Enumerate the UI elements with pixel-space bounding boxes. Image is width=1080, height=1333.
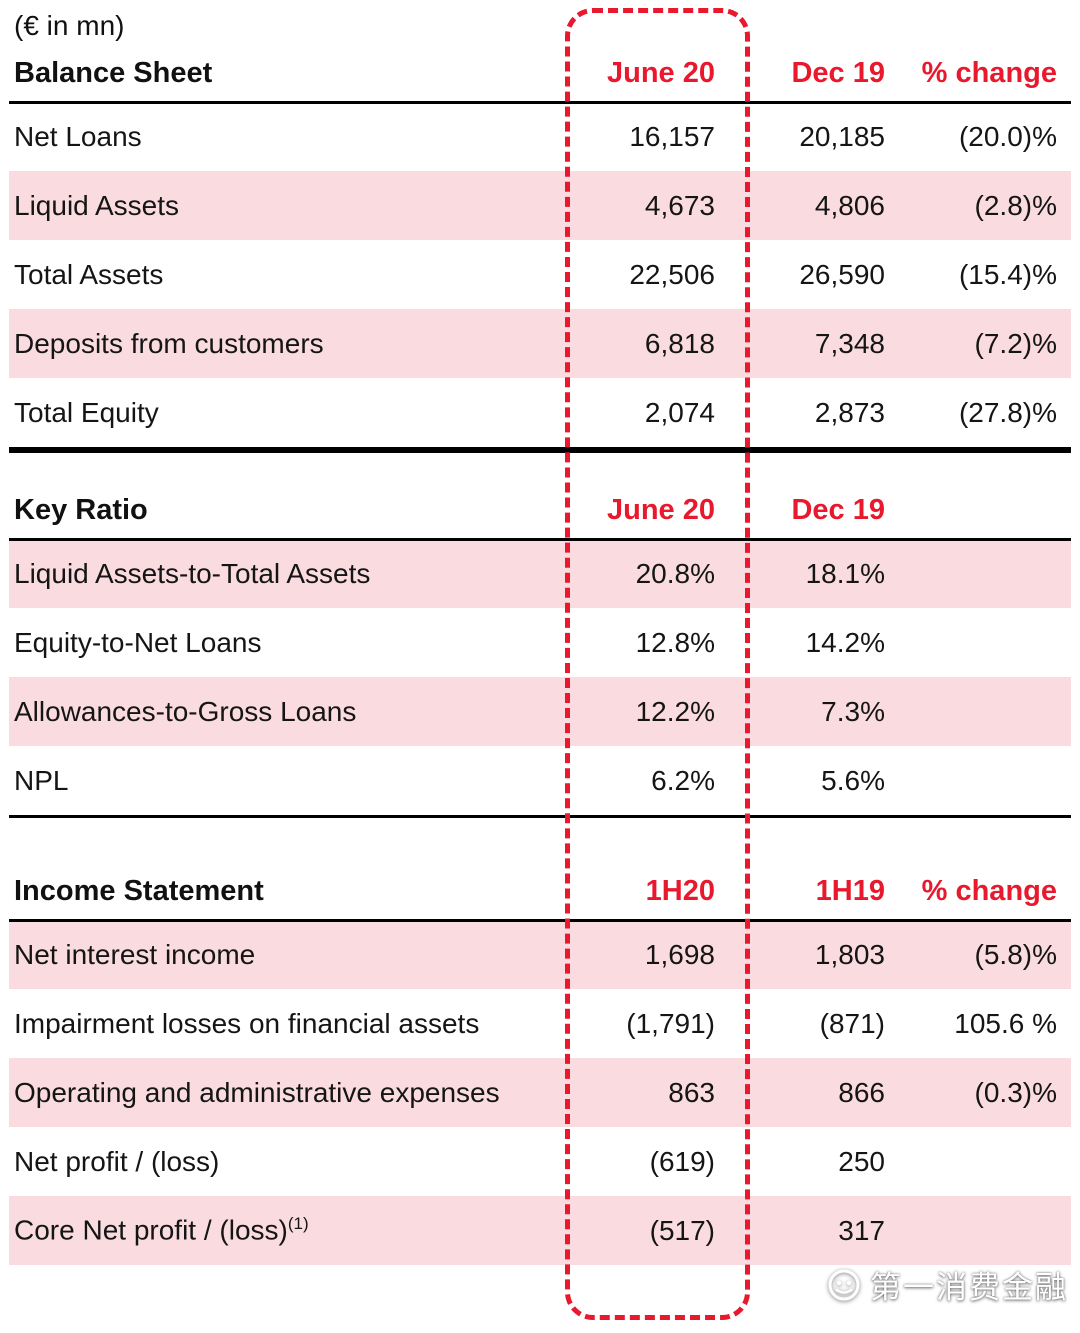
- column-header-period2: 1H19: [753, 864, 909, 922]
- watermark-logo-icon: [828, 1269, 860, 1300]
- row-label: Equity-to-Net Loans: [14, 626, 262, 658]
- table-row: Total Equity 2,074 2,873 (27.8)%: [9, 378, 1071, 447]
- value-cell: (871): [819, 1007, 885, 1039]
- value-cell: 866: [838, 1076, 885, 1108]
- row-label: Net Loans: [14, 121, 142, 153]
- value-cell: 4,673: [644, 189, 715, 221]
- row-label: Allowances-to-Gross Loans: [14, 695, 357, 727]
- value-cell: 4,806: [814, 189, 885, 221]
- table-row: Operating and administrative expenses 863…: [9, 1058, 1071, 1127]
- value-cell: [909, 677, 1071, 746]
- value-cell: 1,698: [644, 939, 715, 971]
- table-row: Net profit / (loss) (619) 250: [9, 1127, 1071, 1196]
- value-cell: (27.8)%: [958, 396, 1057, 428]
- section-title: Key Ratio: [9, 483, 565, 541]
- watermark: 第一消费金融: [826, 1262, 1068, 1307]
- column-header-change: % change: [909, 46, 1071, 104]
- row-label: Operating and administrative expenses: [14, 1076, 500, 1108]
- row-label: Liquid Assets-to-Total Assets: [14, 558, 371, 590]
- row-label: Total Assets: [14, 258, 164, 290]
- section-header-row: Key Ratio June 20 Dec 19: [9, 483, 1071, 541]
- value-cell: 14.2%: [805, 626, 885, 658]
- row-label: Net profit / (loss): [14, 1145, 220, 1177]
- table-row: Net interest income 1,698 1,803 (5.8)%: [9, 920, 1071, 989]
- table-row: Liquid Assets-to-Total Assets 20.8% 18.1%: [9, 539, 1071, 608]
- value-cell: 1,803: [814, 939, 885, 971]
- single-divider: [9, 815, 1071, 818]
- value-cell: (0.3)%: [974, 1076, 1057, 1108]
- value-cell: (619): [649, 1145, 715, 1177]
- row-label: Liquid Assets: [14, 189, 179, 221]
- column-header-change: [909, 483, 1071, 541]
- value-cell: [909, 539, 1071, 608]
- footnote-marker: (1): [287, 1214, 309, 1234]
- row-label: Net interest income: [14, 939, 256, 971]
- table-row: Equity-to-Net Loans 12.8% 14.2%: [9, 608, 1071, 677]
- value-cell: 2,873: [814, 396, 885, 428]
- column-header-period1: 1H20: [565, 864, 753, 922]
- value-cell: 16,157: [629, 121, 715, 153]
- value-cell: 105.6 %: [954, 1007, 1057, 1039]
- income-statement-table: Income Statement 1H20 1H19 % change Net …: [9, 864, 1071, 1265]
- balance-sheet-table: Balance Sheet June 20 Dec 19 % change Ne…: [9, 46, 1071, 447]
- table-row: Impairment losses on financial assets (1,…: [9, 989, 1071, 1058]
- section-header-row: Income Statement 1H20 1H19 % change: [9, 864, 1071, 922]
- section-header-row: Balance Sheet June 20 Dec 19 % change: [9, 46, 1071, 104]
- table-row: Allowances-to-Gross Loans 12.2% 7.3%: [9, 677, 1071, 746]
- value-cell: 6.2%: [651, 764, 715, 796]
- table-row: Net Loans 16,157 20,185 (20.0)%: [9, 102, 1071, 171]
- value-cell: (15.4)%: [958, 258, 1057, 290]
- value-cell: 12.2%: [635, 695, 715, 727]
- value-cell: 7,348: [814, 327, 885, 359]
- value-cell: 250: [838, 1145, 885, 1177]
- table-row: NPL 6.2% 5.6%: [9, 746, 1071, 815]
- key-ratio-table: Key Ratio June 20 Dec 19 Liquid Assets-t…: [9, 483, 1071, 815]
- value-cell: 18.1%: [805, 558, 885, 590]
- row-label: Total Equity: [14, 396, 159, 428]
- watermark-text: 第一消费金融: [870, 1270, 1068, 1305]
- section-title: Income Statement: [9, 864, 565, 922]
- value-cell: (1,791): [626, 1007, 715, 1039]
- table-row: Total Assets 22,506 26,590 (15.4)%: [9, 240, 1071, 309]
- value-cell: (5.8)%: [974, 939, 1057, 971]
- value-cell: 863: [668, 1076, 715, 1108]
- column-header-change: % change: [909, 864, 1071, 922]
- row-label: NPL: [14, 764, 69, 796]
- value-cell: 12.8%: [635, 626, 715, 658]
- row-label: Impairment losses on financial assets: [14, 1007, 480, 1039]
- value-cell: (7.2)%: [974, 327, 1057, 359]
- column-header-period2: Dec 19: [753, 46, 909, 104]
- table-row: Deposits from customers 6,818 7,348 (7.2)%: [9, 309, 1071, 378]
- value-cell: 22,506: [629, 258, 715, 290]
- value-cell: [909, 608, 1071, 677]
- value-cell: (517): [649, 1214, 715, 1246]
- unit-label: (€ in mn): [14, 10, 125, 41]
- value-cell: [909, 1196, 1071, 1265]
- table-row: Liquid Assets 4,673 4,806 (2.8)%: [9, 171, 1071, 240]
- value-cell: 20.8%: [635, 558, 715, 590]
- value-cell: 5.6%: [821, 764, 885, 796]
- value-cell: [909, 1127, 1071, 1196]
- value-cell: (20.0)%: [958, 121, 1057, 153]
- column-header-period1: June 20: [565, 46, 753, 104]
- value-cell: 20,185: [799, 121, 885, 153]
- column-header-period2: Dec 19: [753, 483, 909, 541]
- value-cell: (2.8)%: [974, 189, 1057, 221]
- double-divider: [9, 447, 1071, 453]
- value-cell: 2,074: [644, 396, 715, 428]
- value-cell: 7.3%: [821, 695, 885, 727]
- value-cell: 6,818: [644, 327, 715, 359]
- value-cell: [909, 746, 1071, 815]
- value-cell: 317: [838, 1214, 885, 1246]
- section-title: Balance Sheet: [9, 46, 565, 104]
- row-label: Core Net profit / (loss)(1): [14, 1214, 309, 1246]
- row-label: Deposits from customers: [14, 327, 324, 359]
- value-cell: 26,590: [799, 258, 885, 290]
- column-header-period1: June 20: [565, 483, 753, 541]
- table-row: Core Net profit / (loss)(1) (517) 317: [9, 1196, 1071, 1265]
